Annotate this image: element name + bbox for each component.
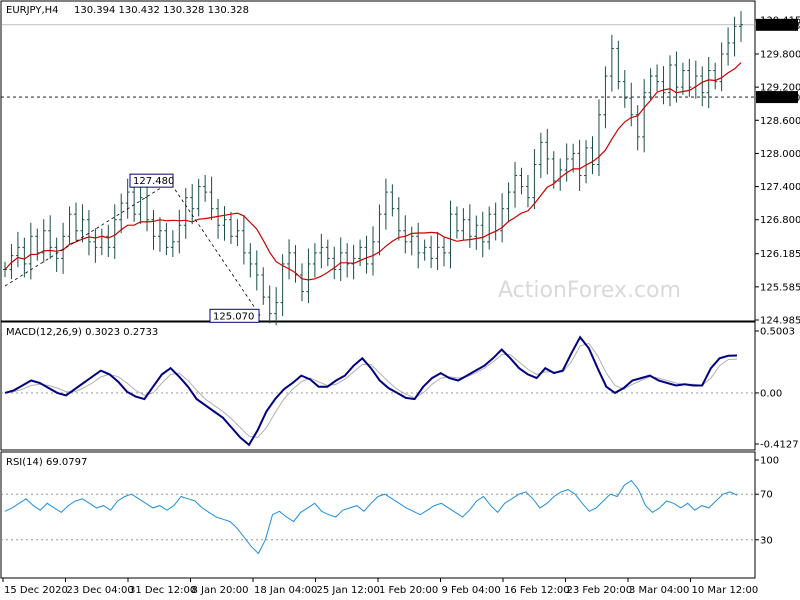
low-callout-box	[209, 308, 260, 323]
macd-axis-label: 0.5003	[760, 327, 795, 338]
time-axis-label: 31 Dec 12:00	[129, 585, 196, 596]
last-price-badge-label: 130.328	[759, 21, 800, 32]
rsi-axis-label: 70	[760, 490, 773, 501]
price-panel-frame	[0, 0, 756, 322]
price-layer: 127.480 125.070	[1, 11, 755, 326]
time-axis-label: 9 Feb 04:00	[442, 585, 501, 596]
price-axis-label: 125.585	[760, 282, 800, 293]
rsi-axis-label: 30	[760, 535, 773, 546]
moving-average-line	[4, 62, 742, 281]
time-axis-label: 15 Dec 2020	[4, 585, 68, 596]
price-axis-label: 126.185	[760, 249, 800, 260]
rsi-title: RSI(14) 69.0797	[6, 457, 87, 468]
time-axis-label: 16 Feb 12:00	[504, 585, 570, 596]
time-axis-label: 23 Feb 20:00	[567, 585, 633, 596]
watermark: ActionForex.com	[498, 278, 681, 303]
time-axis-label: 1 Feb 20:00	[379, 585, 438, 596]
price-axis-label: 127.400	[760, 182, 800, 193]
high-callout-box	[129, 173, 174, 188]
time-axis-label: 23 Dec 04:00	[67, 585, 134, 596]
macd-layer	[1, 335, 755, 447]
price-axis-label: 126.800	[760, 215, 800, 226]
rsi-layer	[1, 479, 755, 555]
price-axis-label: 124.985	[760, 316, 800, 327]
macd-axis-label: 0.00	[760, 388, 782, 399]
rsi-panel-frame	[0, 451, 756, 579]
time-axis-label: 3 Mar 04:00	[629, 585, 689, 596]
macd-line	[4, 335, 738, 447]
high-callout-label: 127.480	[133, 176, 174, 187]
level-badge-label: 129.020	[759, 93, 800, 104]
macd-title: MACD(12,26,9) 0.3023 0.2733	[6, 327, 158, 338]
last-price-badge	[756, 18, 798, 31]
macd-axis-label: -0.4127	[760, 440, 799, 451]
level-badge	[756, 91, 798, 104]
price-axis-label: 128.600	[760, 116, 800, 127]
axis-layer: 130.415129.800129.200128.600128.000127.4…	[2, 16, 800, 596]
chart-title: EURJPY,H4	[6, 5, 59, 16]
time-axis-label: 18 Jan 04:00	[254, 585, 317, 596]
price-axis-label: 128.000	[760, 149, 800, 160]
price-axis-label: 129.800	[760, 49, 800, 60]
time-axis-label: 25 Jan 12:00	[317, 585, 380, 596]
time-axis-label: 10 Mar 12:00	[692, 585, 759, 596]
time-axis-label: 8 Jan 20:00	[192, 585, 249, 596]
rsi-line	[4, 479, 738, 555]
macd-panel-frame	[0, 321, 756, 451]
low-callout-label: 125.070	[213, 311, 254, 322]
price-axis-label: 129.200	[760, 83, 800, 94]
ohlc-readout: 130.394 130.432 130.328 130.328	[74, 5, 249, 16]
macd-signal-line	[4, 342, 738, 439]
rsi-axis-label: 100	[760, 456, 779, 467]
